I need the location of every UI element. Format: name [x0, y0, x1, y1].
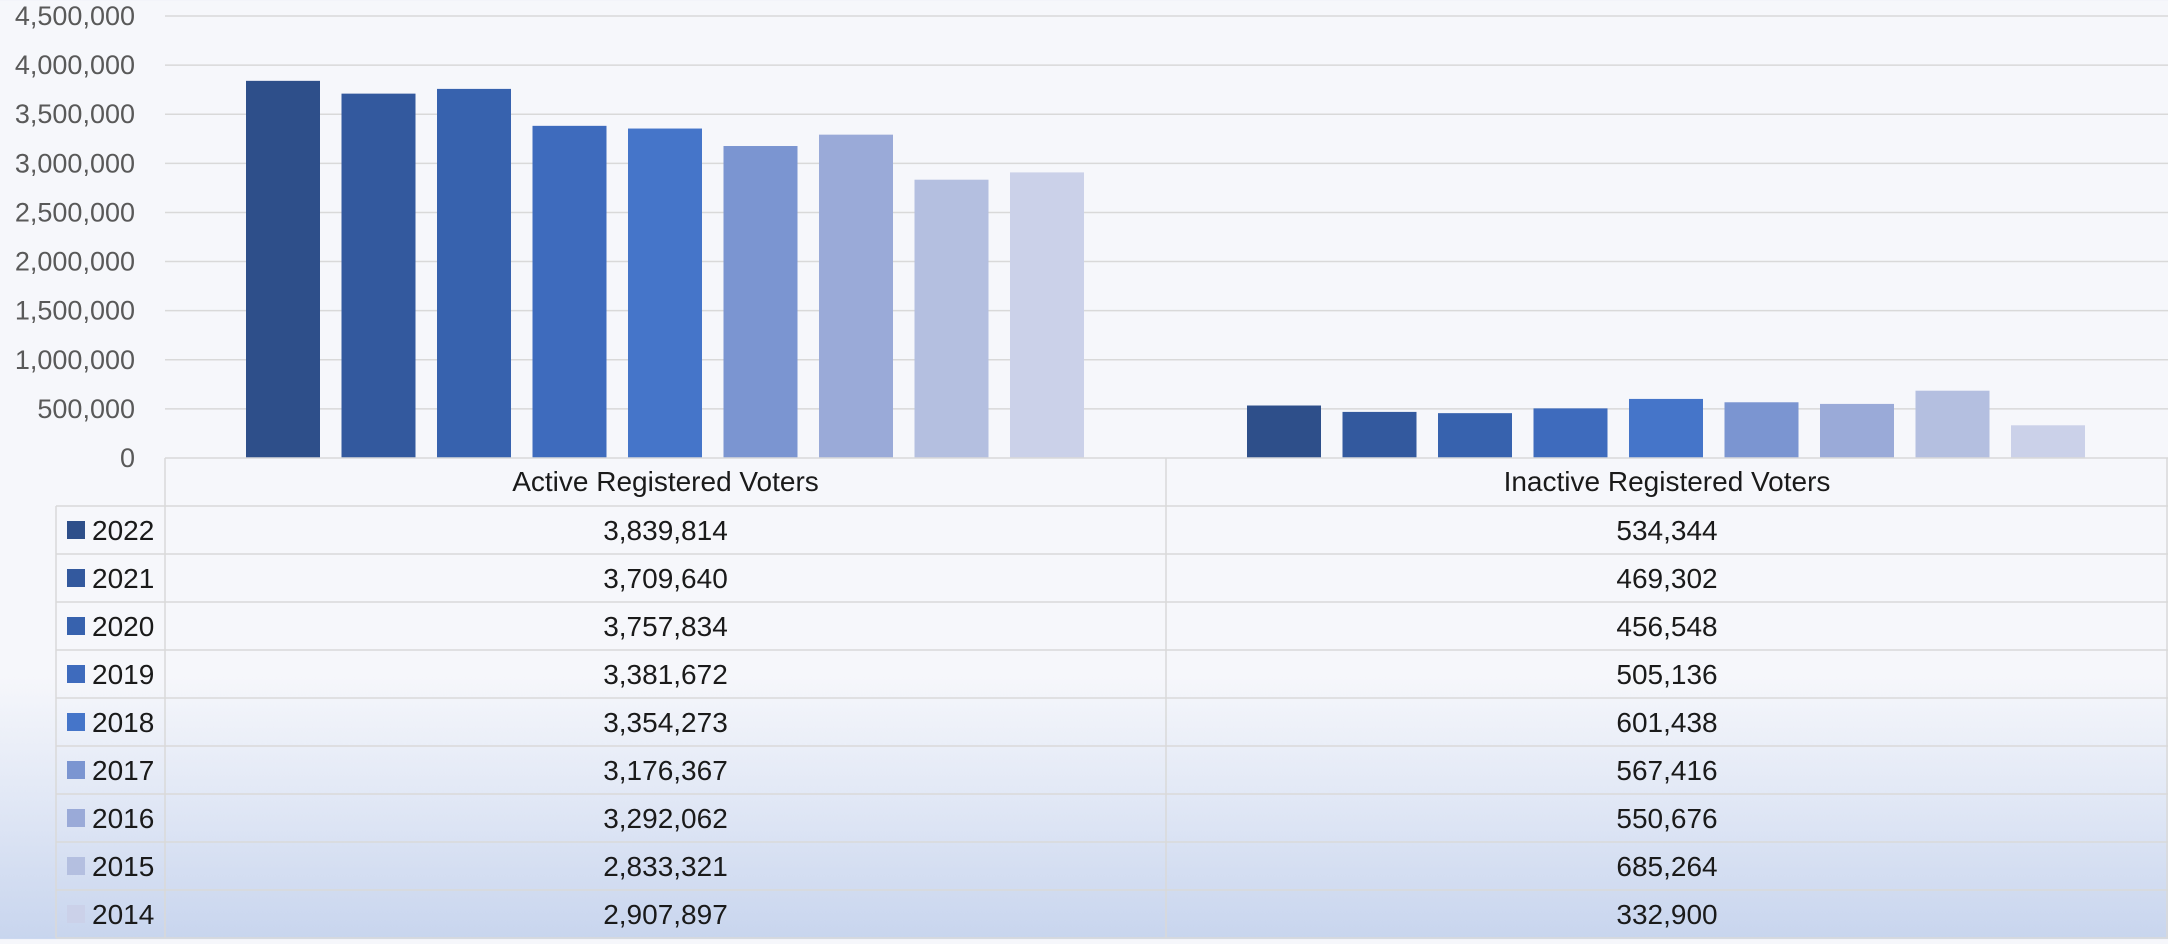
y-tick-label: 4,000,000 — [15, 50, 135, 80]
bar-2015-inactive — [1915, 390, 1990, 458]
y-axis-tick-labels: 0 500,000 1,000,000 1,500,000 2,000,000 2,500… — [15, 1, 135, 473]
legend-key-2021 — [67, 569, 85, 587]
legend-label: 2017 — [92, 755, 154, 786]
bar-2016-inactive — [1820, 403, 1894, 458]
table-cell-value: 3,757,834 — [603, 611, 728, 642]
legend-key-2018 — [67, 713, 85, 731]
bar-2021-active — [341, 93, 416, 458]
bar-2015-active — [914, 179, 989, 459]
bar-2022-inactive — [1247, 405, 1321, 458]
table-cell-value: 2,907,897 — [603, 899, 728, 930]
bar-2016-active — [819, 134, 893, 458]
table-cell-value: 3,839,814 — [603, 515, 728, 546]
legend-label: 2014 — [92, 899, 154, 930]
y-tick-label: 3,500,000 — [15, 99, 135, 129]
legend-key-2020 — [67, 617, 85, 635]
bar-2017-active — [723, 146, 798, 458]
y-tick-label: 1,500,000 — [15, 296, 135, 326]
table-cell-value: 534,344 — [1616, 515, 1717, 546]
legend-label: 2015 — [92, 851, 154, 882]
bar-2018-active — [628, 128, 702, 458]
table-cell-value: 3,354,273 — [603, 707, 728, 738]
bar-2021-inactive — [1342, 411, 1417, 458]
legend-label: 2021 — [92, 563, 154, 594]
table-cell-value: 685,264 — [1616, 851, 1717, 882]
table-cell-value: 3,292,062 — [603, 803, 728, 834]
legend-label: 2018 — [92, 707, 154, 738]
category-label: Active Registered Voters — [512, 466, 819, 497]
bar-2020-inactive — [1438, 413, 1512, 458]
table-cell-value: 469,302 — [1616, 563, 1717, 594]
bar-2019-active — [532, 125, 607, 458]
y-tick-label: 1,000,000 — [15, 345, 135, 375]
y-tick-label: 4,500,000 — [15, 1, 135, 31]
bar-2022-active — [246, 80, 320, 458]
y-tick-label: 2,000,000 — [15, 247, 135, 277]
table-cell-value: 601,438 — [1616, 707, 1717, 738]
legend-label: 2020 — [92, 611, 154, 642]
table-cell-value: 567,416 — [1616, 755, 1717, 786]
table-cell-value: 456,548 — [1616, 611, 1717, 642]
legend-key-2014 — [67, 905, 85, 923]
category-label: Inactive Registered Voters — [1504, 466, 1831, 497]
bar-2014-inactive — [2011, 425, 2085, 458]
legend-label: 2022 — [92, 515, 154, 546]
legend-label: 2016 — [92, 803, 154, 834]
bar-2018-inactive — [1629, 398, 1703, 458]
y-tick-label: 2,500,000 — [15, 197, 135, 227]
bar-2017-inactive — [1724, 402, 1799, 458]
table-cell-value: 332,900 — [1616, 899, 1717, 930]
bar-2019-inactive — [1533, 408, 1608, 458]
table-cell-value: 3,381,672 — [603, 659, 728, 690]
legend-key-2016 — [67, 809, 85, 827]
legend-key-2019 — [67, 665, 85, 683]
y-tick-label: 500,000 — [37, 394, 135, 424]
legend-label: 2019 — [92, 659, 154, 690]
table-cell-value: 550,676 — [1616, 803, 1717, 834]
table-cell-value: 3,709,640 — [603, 563, 728, 594]
legend-key-2017 — [67, 761, 85, 779]
y-tick-label: 3,000,000 — [15, 148, 135, 178]
bars — [246, 80, 2085, 459]
table-cell-value: 505,136 — [1616, 659, 1717, 690]
data-table: Active Registered Voters Inactive Registe… — [55, 457, 2168, 939]
bar-2020-active — [437, 88, 511, 459]
y-tick-label: 0 — [120, 443, 135, 473]
legend-key-2022 — [67, 521, 85, 539]
legend-key-2015 — [67, 857, 85, 875]
table-cell-value: 2,833,321 — [603, 851, 728, 882]
bar-2014-active — [1010, 172, 1084, 459]
table-cell-value: 3,176,367 — [603, 755, 728, 786]
